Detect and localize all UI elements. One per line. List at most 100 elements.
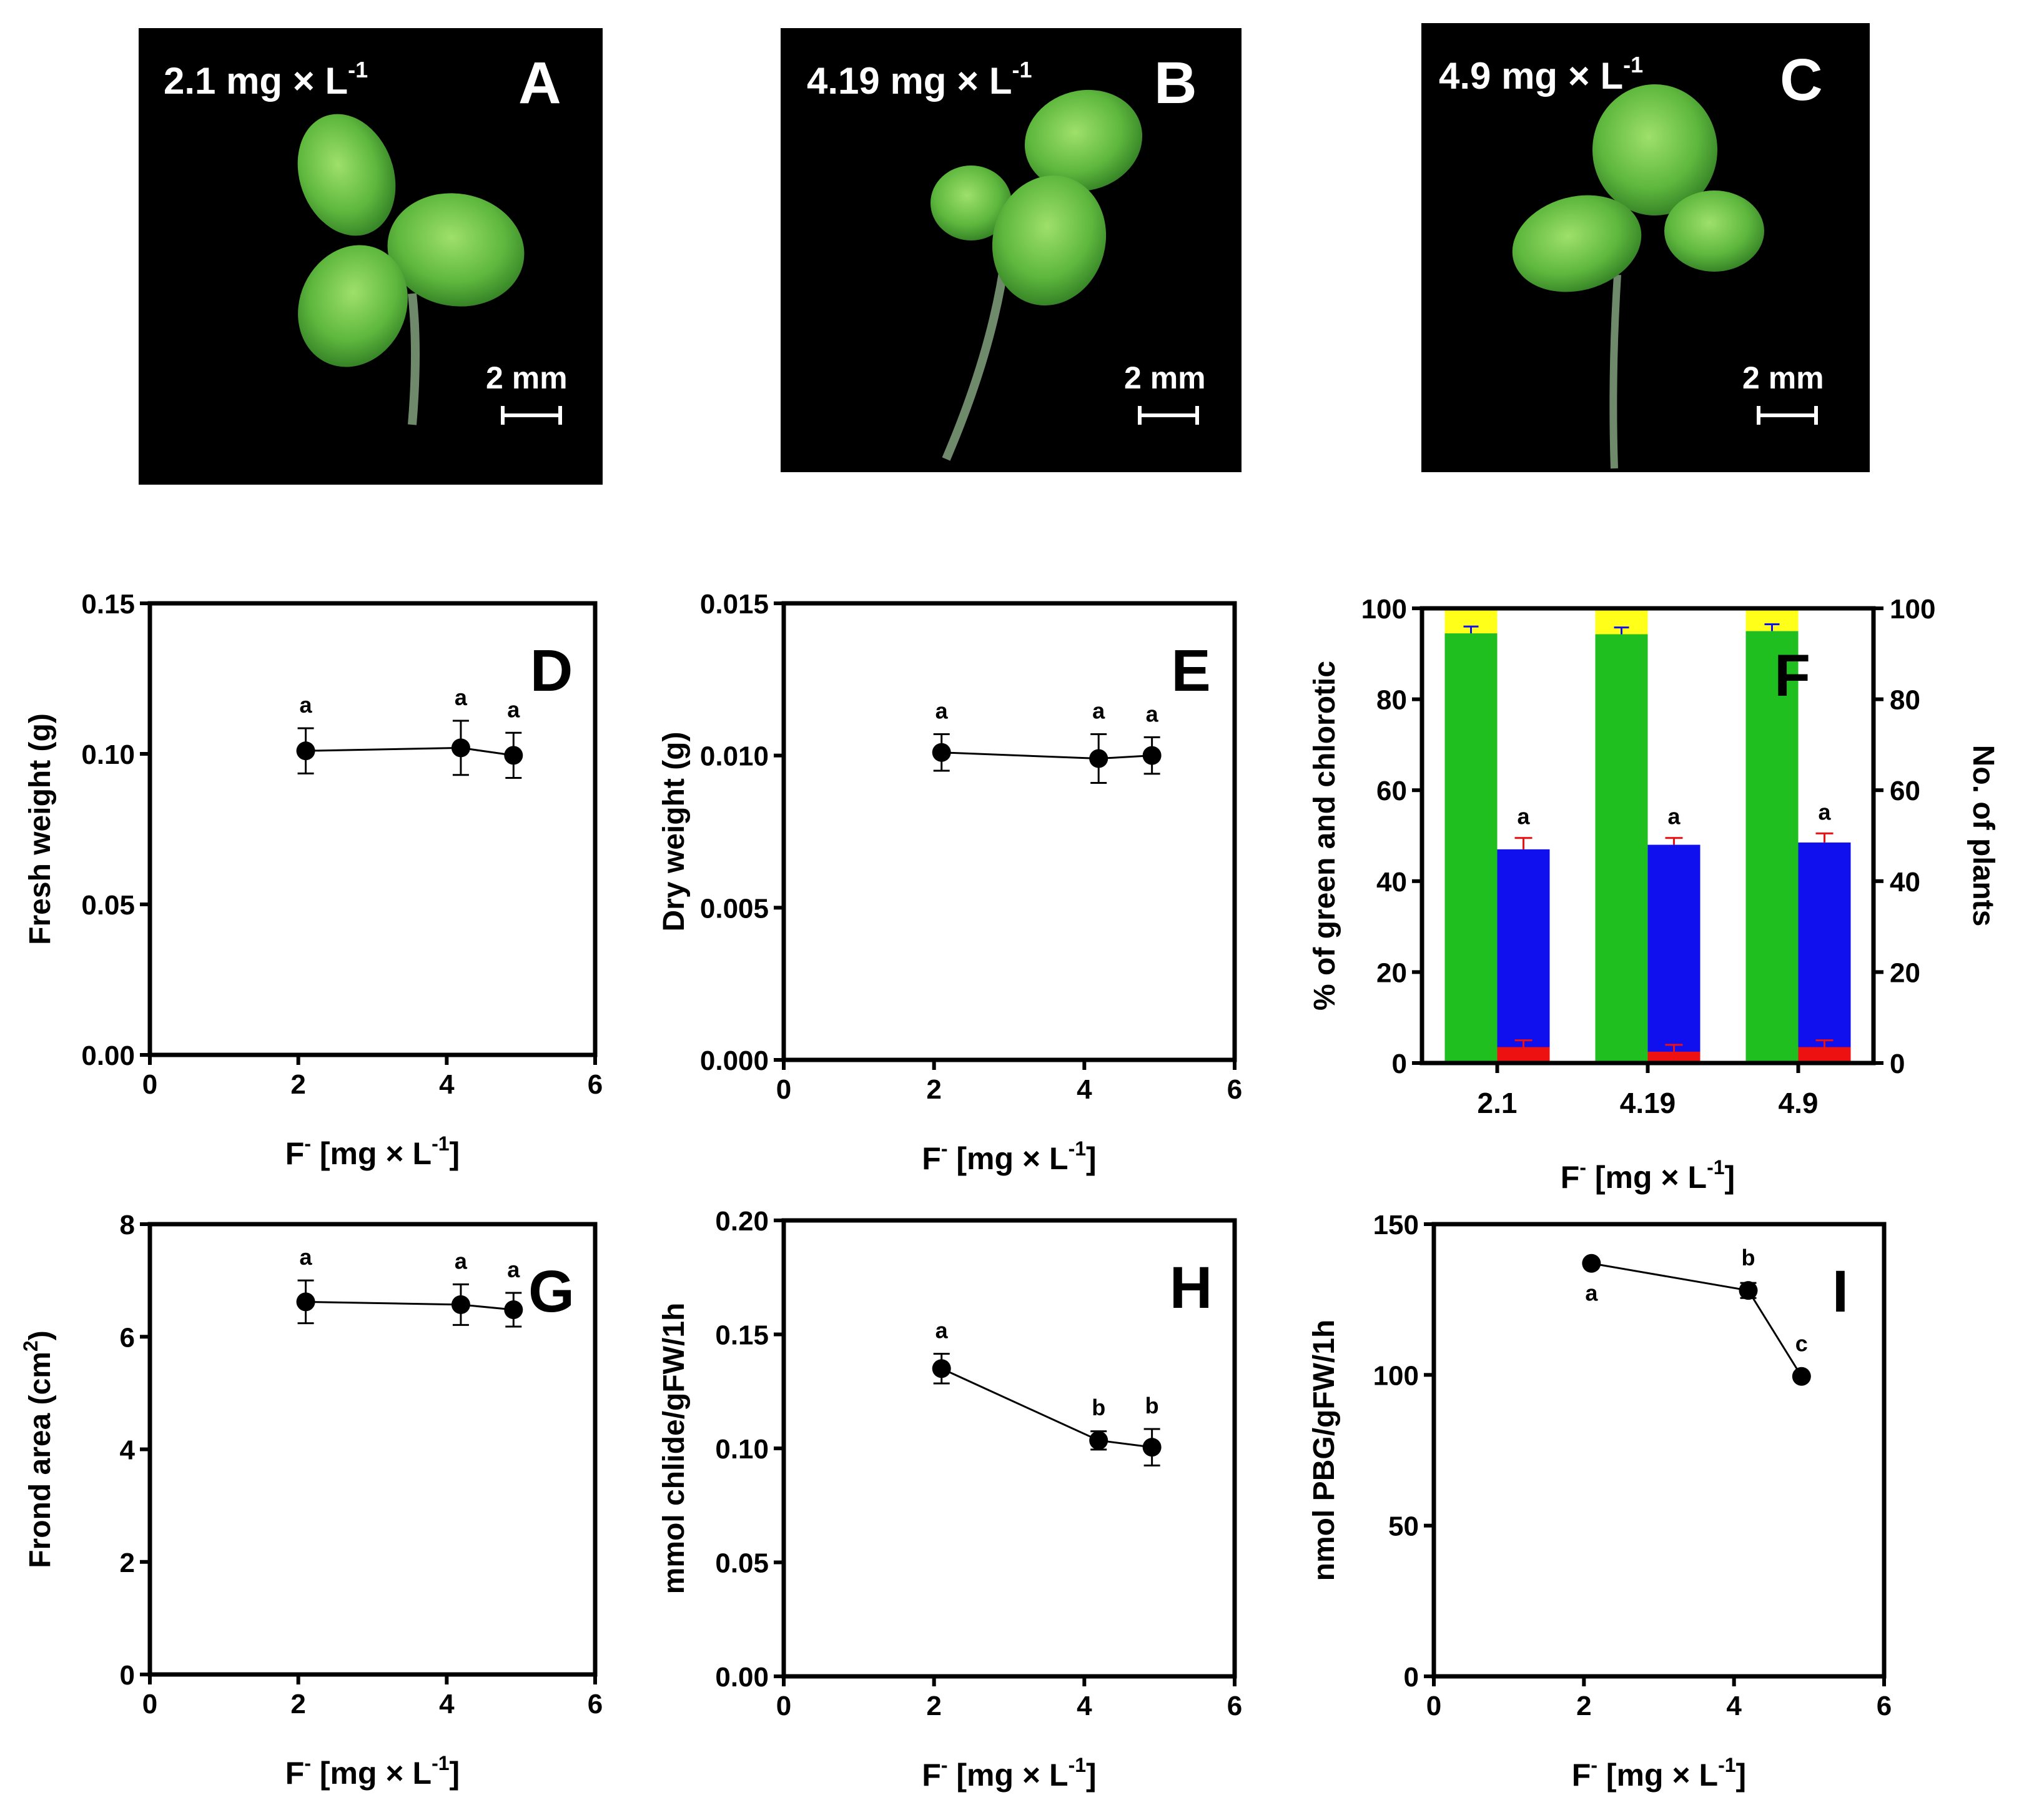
significance-label: a: [1517, 804, 1530, 829]
y-axis-label-main: % of green and chlorotic: [1308, 661, 1341, 1011]
photo-panel-c: 4.9 mg × L-1 C 2 mm: [1421, 23, 1870, 472]
bar-red: [1647, 1051, 1701, 1063]
y-axis-label: Fresh weight (g): [24, 713, 57, 945]
bar-green: [1595, 634, 1648, 1063]
panel-letter: F: [1774, 643, 1810, 709]
photo-concentration-label-b: 4.19 mg × L-1: [807, 57, 1032, 102]
x-axis-label-part: F: [1572, 1758, 1591, 1793]
bar-green: [1444, 633, 1498, 1063]
photo-panel-b: 4.19 mg × L-1 B 2 mm: [781, 28, 1242, 472]
x-axis-label-part: F: [285, 1136, 305, 1171]
y-tick-label-right: 40: [1890, 867, 1920, 898]
duckweed-plant-image-b: [931, 89, 1143, 461]
significance-label: a: [300, 692, 313, 718]
x-axis-label-part: -: [304, 1752, 311, 1774]
chart-panel-d: 0.000.050.100.150 2 4 6a a aDF- [mg × L-1]Fre…: [24, 589, 603, 1171]
x-tick-label: 4.19: [1620, 1087, 1676, 1119]
photo-panel-a: 2.1 mg × L-1 A 2 mm: [139, 28, 603, 485]
data-point: [504, 1300, 523, 1319]
y-axis-label-sup: 2: [19, 1340, 42, 1352]
panel-letter: G: [528, 1259, 575, 1325]
y-tick-label: 6: [120, 1322, 135, 1353]
y-tick-label: 0.15: [715, 1320, 769, 1351]
y-tick-label: 0: [1404, 1662, 1419, 1693]
y-axis-label-main: Dry weight (g): [658, 732, 691, 932]
significance-label: a: [1667, 804, 1681, 829]
x-axis-label-part: F: [922, 1141, 941, 1176]
x-tick-label: 0: [776, 1691, 791, 1721]
scale-bar-label-a: 2 mm: [486, 360, 568, 395]
y-tick-label: 0.005: [700, 893, 769, 924]
plot-frame: [781, 1218, 1237, 1679]
x-axis-label-part: -1: [1718, 1754, 1735, 1776]
series-line: [305, 1300, 514, 1311]
x-axis-label-part: ]: [1725, 1160, 1735, 1195]
x-tick-label: 6: [588, 1069, 603, 1100]
significance-label: b: [1145, 1393, 1159, 1418]
y-tick-label: 4: [120, 1435, 136, 1466]
scale-bar-b: [1138, 406, 1199, 425]
data-point: [1142, 746, 1162, 765]
x-axis-label-part: F: [285, 1756, 305, 1791]
y-tick-label-right: 100: [1890, 594, 1935, 625]
bar-red: [1497, 1047, 1550, 1063]
x-axis-label-part: F: [922, 1758, 941, 1793]
scale-bar-label-c: 2 mm: [1742, 360, 1824, 395]
x-tick-label: 2: [1576, 1691, 1591, 1721]
y-axis-label-main: nmol PBG/gFW/1h: [1308, 1320, 1341, 1581]
x-axis-label: F- [mg × L-1]: [922, 1137, 1096, 1176]
x-axis-label-part: [mg × L: [948, 1758, 1069, 1793]
photo-concentration-label-c: 4.9 mg × L-1: [1439, 52, 1643, 97]
significance-label: a: [455, 685, 468, 710]
y-tick-label: 100: [1373, 1360, 1419, 1391]
y-axis-label-main: Fresh weight (g): [24, 713, 57, 945]
x-axis-label-part: -: [941, 1754, 948, 1776]
data-point: [296, 741, 315, 761]
x-axis-label-part: -: [941, 1137, 948, 1160]
x-tick-label: 6: [588, 1689, 603, 1719]
y-tick-label-left: 40: [1376, 867, 1407, 898]
y-tick-label: 0.00: [81, 1041, 135, 1071]
data-point: [1739, 1281, 1758, 1300]
x-axis-label-part: [mg × L: [311, 1136, 432, 1171]
panel-letter: D: [530, 638, 573, 704]
y-tick-label-right: 80: [1890, 685, 1920, 716]
plot-frame: [1419, 606, 1876, 1066]
y-tick-label: 0.15: [81, 589, 135, 620]
scale-bar-c: [1757, 406, 1818, 425]
y-tick-label: 0.000: [700, 1046, 769, 1076]
significance-label: a: [1146, 701, 1159, 726]
y-tick-label: 0.00: [715, 1662, 769, 1693]
y-axis-label: Dry weight (g): [658, 732, 691, 932]
y-axis-label-right: No. of plants: [1967, 745, 2000, 927]
chart-panel-i: 0 50 100 150 0 2 4 6 a b cI F- [mg × L-1] nmol PBG/g…: [1308, 1210, 1892, 1793]
y-tick-label: 150: [1373, 1210, 1419, 1240]
y-tick-label: 0.05: [81, 890, 135, 921]
series-line: [941, 1367, 1152, 1448]
y-tick-label: 0: [120, 1660, 135, 1691]
y-tick-label-left: 60: [1376, 776, 1407, 806]
significance-label: a: [455, 1248, 468, 1274]
y-tick-label-left: 80: [1376, 685, 1407, 716]
significance-label: a: [935, 1318, 949, 1343]
x-tick-label: 4: [1726, 1691, 1742, 1721]
x-axis-label-part: -: [304, 1132, 311, 1155]
x-axis-label-part: [mg × L: [311, 1756, 432, 1791]
data-point: [1142, 1438, 1162, 1457]
data-point: [1089, 1431, 1108, 1450]
significance-label: a: [507, 1257, 520, 1282]
bar-red: [1798, 1047, 1851, 1063]
data-point: [1792, 1367, 1811, 1386]
x-axis-label-part: -1: [1069, 1754, 1086, 1776]
bar-blue: [1798, 842, 1851, 1063]
x-axis-label: F- [mg × L-1]: [285, 1132, 460, 1171]
y-axis-label-post: ): [24, 1330, 57, 1340]
chart-panel-h: 0.00 0.05 0.10 0.15 0.20 0 2 4 6 a b b H F- [mg × L-1…: [658, 1206, 1242, 1793]
x-axis-label: F- [mg × L-1]: [1572, 1754, 1746, 1793]
y-axis-label-main: mmol chlide/gFW/1h: [658, 1303, 691, 1595]
significance-label: a: [1092, 698, 1105, 724]
x-tick-label: 2.1: [1478, 1087, 1518, 1119]
x-tick-label: 0: [142, 1689, 157, 1719]
